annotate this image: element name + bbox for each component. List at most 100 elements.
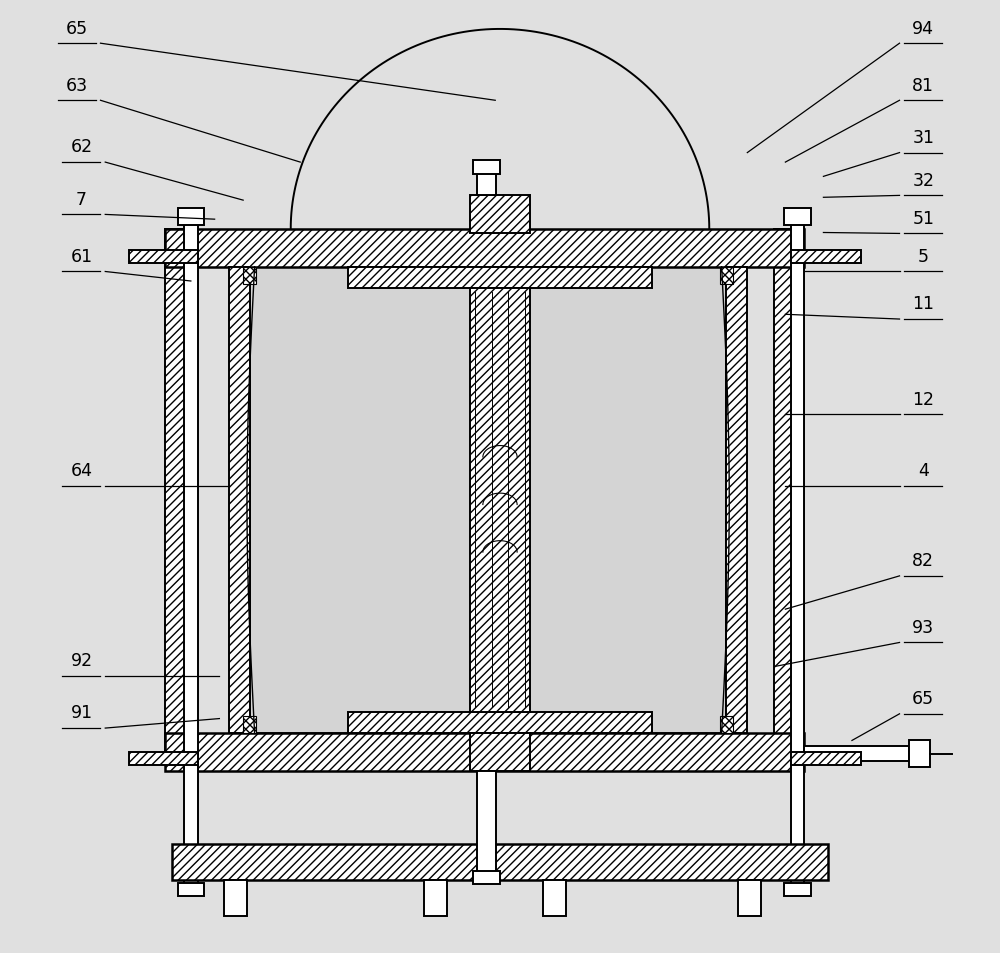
Point [273, 304, 289, 319]
Point [567, 319, 583, 335]
Point [339, 485, 355, 500]
Point [453, 660, 469, 676]
Point [276, 679, 292, 694]
Point [592, 595, 608, 610]
Point [348, 569, 364, 584]
Point [297, 636, 313, 651]
Point [652, 404, 668, 419]
Bar [774, 230, 804, 761]
Point [626, 375, 642, 390]
Point [453, 296, 469, 312]
Point [400, 664, 416, 679]
Point [566, 347, 582, 362]
Point [347, 304, 363, 319]
Point [353, 618, 369, 634]
Point [392, 597, 408, 612]
Point [434, 324, 450, 339]
Point [431, 389, 447, 404]
Point [394, 442, 410, 457]
Point [349, 533, 365, 548]
Point [592, 379, 608, 395]
Point [657, 488, 673, 503]
Point [293, 437, 309, 453]
Point [666, 447, 682, 462]
Point [635, 299, 651, 314]
Point [279, 701, 295, 717]
Point [391, 369, 407, 384]
Point [619, 714, 635, 729]
Point [666, 519, 682, 535]
Point [668, 376, 684, 392]
Point [252, 410, 268, 425]
Point [344, 311, 360, 326]
Point [391, 570, 407, 585]
Point [624, 635, 640, 650]
Point [631, 333, 647, 348]
Point [631, 353, 647, 368]
Point [344, 446, 360, 461]
Point [317, 410, 333, 425]
Point [655, 469, 671, 484]
Point [610, 291, 626, 306]
Point [261, 445, 277, 460]
Point [613, 424, 629, 439]
Point [547, 375, 563, 391]
Point [280, 506, 296, 521]
Point [321, 351, 337, 366]
Point [558, 377, 574, 393]
Point [611, 482, 627, 497]
Point [406, 488, 422, 503]
Point [252, 339, 268, 355]
Point [656, 476, 672, 492]
Point [574, 372, 590, 387]
Point [265, 394, 281, 409]
Point [280, 558, 296, 574]
Point [664, 531, 680, 546]
Point [611, 613, 627, 628]
Point [373, 487, 389, 502]
Point [358, 328, 374, 343]
Point [549, 387, 565, 402]
Point [595, 376, 611, 392]
Bar [543, 881, 566, 917]
Point [304, 333, 320, 348]
Point [367, 436, 383, 451]
Point [391, 281, 407, 296]
Point [633, 608, 649, 623]
Point [676, 571, 692, 586]
Point [303, 425, 319, 440]
Point [693, 584, 709, 599]
Point [552, 641, 568, 657]
Point [530, 288, 546, 303]
Point [340, 703, 356, 719]
Point [248, 595, 264, 610]
Point [547, 572, 563, 587]
Point [533, 493, 549, 508]
Bar [720, 716, 733, 733]
Point [535, 484, 551, 499]
Point [271, 292, 287, 307]
Point [591, 533, 607, 548]
Point [387, 647, 403, 662]
Point [290, 536, 306, 551]
Point [576, 440, 592, 456]
Point [275, 644, 291, 659]
Point [635, 316, 651, 332]
Point [306, 576, 322, 591]
Point [271, 696, 287, 711]
Point [417, 331, 433, 346]
Point [309, 594, 325, 609]
Point [618, 428, 634, 443]
Point [276, 380, 292, 395]
Point [440, 513, 456, 528]
Point [590, 674, 606, 689]
Point [396, 651, 412, 666]
Point [631, 402, 647, 417]
Point [288, 516, 304, 531]
Point [326, 526, 342, 541]
Point [652, 596, 668, 611]
Point [288, 449, 304, 464]
Point [416, 682, 432, 698]
Point [286, 570, 302, 585]
Point [359, 708, 375, 723]
